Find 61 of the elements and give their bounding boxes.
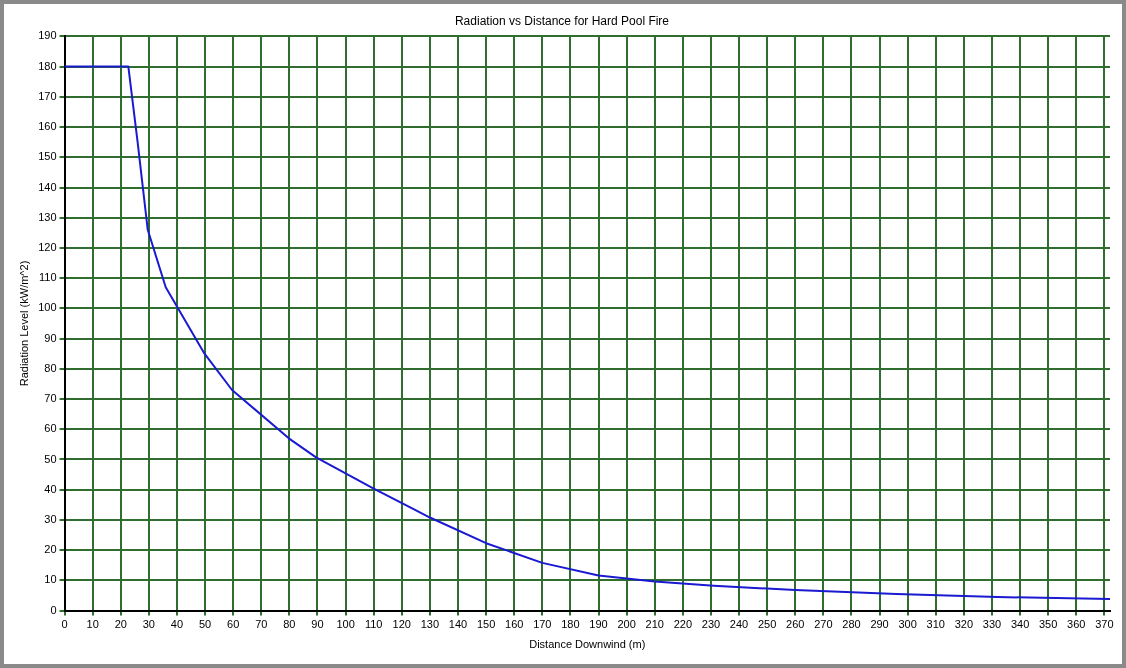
y-tick-label: 120 <box>38 240 57 253</box>
y-tick-label: 170 <box>38 89 57 102</box>
y-tick-label: 90 <box>44 331 57 344</box>
x-tick-label: 200 <box>617 618 636 631</box>
x-axis-title: Distance Downwind (m) <box>529 638 646 651</box>
x-tick-label: 20 <box>114 618 127 631</box>
y-tick-label: 180 <box>38 59 57 72</box>
x-tick-label: 360 <box>1067 618 1086 631</box>
y-tick-label: 160 <box>38 120 57 133</box>
x-tick-label: 210 <box>645 618 664 631</box>
x-tick-label: 240 <box>729 618 749 631</box>
x-tick-label: 230 <box>701 618 721 631</box>
x-tick-label: 220 <box>673 618 693 631</box>
x-tick-label: 350 <box>1038 618 1058 631</box>
x-tick-label: 260 <box>786 618 805 631</box>
x-tick-label: 150 <box>476 618 496 631</box>
x-tick-label: 320 <box>954 618 974 631</box>
x-tick-label: 110 <box>364 618 383 631</box>
x-tick-label: 190 <box>589 618 608 631</box>
x-tick-label: 100 <box>336 618 355 631</box>
y-tick-label: 100 <box>38 301 57 314</box>
y-tick-label: 30 <box>44 512 57 525</box>
y-axis-title: Radiation Level (kW/m^2) <box>17 260 30 387</box>
y-tick-label: 40 <box>44 482 57 495</box>
y-tick-label: 150 <box>38 150 57 163</box>
x-tick-label: 90 <box>311 618 324 631</box>
x-tick-label: 50 <box>198 618 212 631</box>
x-tick-label: 310 <box>926 618 945 631</box>
x-tick-label: 130 <box>420 618 440 631</box>
y-tick-label: 0 <box>50 603 57 616</box>
y-tick-label: 110 <box>39 271 57 284</box>
x-tick-label: 290 <box>870 618 889 631</box>
y-tick-label: 70 <box>44 392 57 405</box>
x-tick-label: 60 <box>227 618 240 631</box>
y-tick-label: 190 <box>38 29 57 42</box>
x-tick-label: 340 <box>1010 618 1030 631</box>
x-tick-label: 160 <box>505 618 524 631</box>
x-tick-label: 120 <box>392 618 411 631</box>
x-tick-label: 300 <box>898 618 917 631</box>
x-tick-label: 10 <box>86 618 99 631</box>
x-tick-label: 280 <box>842 618 861 631</box>
x-tick-label: 70 <box>255 618 268 631</box>
x-tick-label: 370 <box>1095 618 1114 631</box>
x-tick-label: 30 <box>142 618 155 631</box>
y-tick-label: 10 <box>44 573 57 586</box>
y-tick-label: 140 <box>38 180 57 193</box>
y-tick-label: 20 <box>44 543 57 556</box>
x-tick-label: 170 <box>533 618 552 631</box>
x-tick-label: 80 <box>283 618 296 631</box>
y-tick-label: 80 <box>44 361 57 374</box>
y-tick-label: 50 <box>44 452 57 465</box>
chart-title: Radiation vs Distance for Hard Pool Fire <box>454 13 670 28</box>
x-tick-label: 0 <box>61 618 68 631</box>
x-tick-label: 40 <box>170 618 184 631</box>
y-tick-label: 130 <box>38 210 57 223</box>
x-tick-label: 270 <box>814 618 833 631</box>
x-tick-label: 140 <box>448 618 468 631</box>
y-tick-label: 60 <box>44 422 57 435</box>
x-tick-label: 250 <box>757 618 777 631</box>
x-tick-label: 180 <box>561 618 580 631</box>
x-tick-label: 330 <box>982 618 1002 631</box>
